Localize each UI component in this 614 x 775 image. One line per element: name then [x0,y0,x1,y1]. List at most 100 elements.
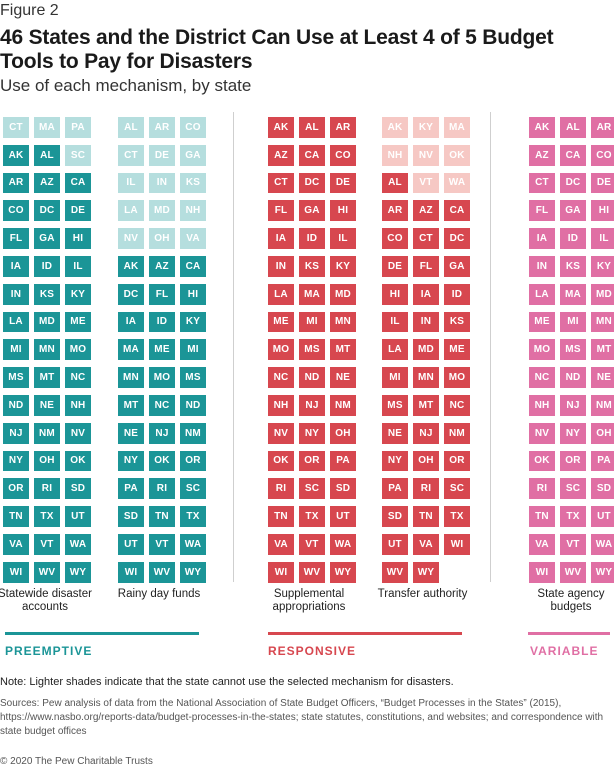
column-statewide-disaster-accounts: CT MA PA AK AL SC AR AZ CA CO DC DE FL GA HI IA ID IL IN KS… [3,117,93,583]
state-tile-tn: TN [529,506,555,527]
state-tile-wv: WV [382,561,408,583]
state-tile-sc: SC [444,478,470,500]
state-tile-al: AL [560,117,586,138]
state-tile-ok: OK [529,450,555,472]
state-tile-pa: PA [382,478,408,500]
state-tile-mn: MN [34,339,60,361]
state-tile-co: CO [382,228,408,249]
state-tile-al: AL [299,117,325,138]
state-tile-sd: SD [65,478,91,500]
state-tile-az: AZ [413,200,439,222]
state-tile-vt: VT [34,533,60,555]
state-tile-ms: MS [180,367,206,388]
state-tile-vt: VT [299,533,325,555]
state-tile-dc: DC [299,172,325,194]
state-tile-md: MD [591,283,614,305]
state-tile-nd: ND [3,394,29,416]
state-tile-ut: UT [330,506,356,527]
state-tile-ok: OK [149,450,175,472]
state-tile-wi: WI [268,561,294,583]
state-tile-nv: NV [118,228,144,249]
state-tile-in: IN [3,283,29,305]
state-tile-ny: NY [3,450,29,472]
state-tile-sc: SC [299,478,325,500]
state-tile-oh: OH [149,228,175,249]
state-tile-co: CO [3,200,29,222]
state-tile-nm: NM [180,422,206,444]
state-tile-sd: SD [591,478,614,500]
state-tile-mt: MT [118,394,144,416]
state-tile-ca: CA [180,255,206,277]
state-tile-wy: WY [591,561,614,583]
state-tile-in: IN [268,255,294,277]
state-tile-pa: PA [591,450,614,472]
state-tile-wv: WV [560,561,586,583]
state-tile-la: LA [382,339,408,361]
state-tile-tx: TX [444,506,470,527]
state-tile-ut: UT [382,533,408,555]
column-label: State agency budgets [537,588,605,613]
state-tile-ms: MS [299,339,325,361]
state-tile-mn: MN [118,367,144,388]
state-tile-nj: NJ [3,422,29,444]
state-tile-me: ME [149,339,175,361]
state-tile-ne: NE [34,394,60,416]
state-tile-ms: MS [560,339,586,361]
state-tile-me: ME [529,311,555,333]
state-tile-nh: NH [268,394,294,416]
state-tile-dc: DC [444,228,470,249]
state-tile-mn: MN [330,311,356,333]
state-tile-nc: NC [65,367,91,388]
state-tile-nj: NJ [299,394,325,416]
state-tile-vt: VT [149,533,175,555]
state-tile-ga: GA [34,228,60,249]
column-label: Statewide disaster accounts [0,588,92,613]
state-tile-mi: MI [560,311,586,333]
state-tile-mi: MI [299,311,325,333]
state-tile-la: LA [268,283,294,305]
state-tile-il: IL [330,228,356,249]
state-tile-la: LA [529,283,555,305]
state-tile-mo: MO [529,339,555,361]
state-tile-oh: OH [34,450,60,472]
state-tile-vt: VT [413,172,439,194]
state-tile-mo: MO [268,339,294,361]
state-tile-ri: RI [34,478,60,500]
state-tile-ut: UT [591,506,614,527]
state-tile-ny: NY [382,450,408,472]
state-tile-nm: NM [444,422,470,444]
state-tile-tn: TN [413,506,439,527]
state-tile-ma: MA [444,117,470,138]
state-tile-hi: HI [591,200,614,222]
column-transfer-authority: AK KY MA NH NV OK AL VT WA AR AZ CA CO CT DC DE FL GA HI IA… [382,117,472,583]
state-tile-ky: KY [330,255,356,277]
state-tile-in: IN [149,172,175,194]
state-tile-md: MD [413,339,439,361]
column-label: Supplemental appropriations [272,588,346,613]
state-tile-ks: KS [299,255,325,277]
note: Note: Lighter shades indicate that the s… [0,676,454,688]
state-tile-or: OR [560,450,586,472]
column-rainy-day-funds: AL AR CO CT DE GA IL IN KS LA MD NH NV OH VA AK AZ CA DC FL… [118,117,208,583]
state-tile-ok: OK [268,450,294,472]
state-tile-ar: AR [382,200,408,222]
state-tile-wa: WA [330,533,356,555]
state-tile-nd: ND [299,367,325,388]
tile-grid: AL AR CO CT DE GA IL IN KS LA MD NH NV OH VA AK AZ CA DC FL… [118,117,208,583]
state-tile-de: DE [149,144,175,166]
state-tile-ny: NY [299,422,325,444]
state-tile-ks: KS [560,255,586,277]
state-tile-la: LA [118,200,144,222]
state-tile-il: IL [382,311,408,333]
state-tile-az: AZ [268,144,294,166]
state-tile-wa: WA [180,533,206,555]
group-label-variable: VARIABLE [530,644,599,658]
column-divider [233,112,234,582]
state-tile-pa: PA [118,478,144,500]
column-label: Rainy day funds [117,588,201,600]
state-tile-id: ID [444,283,470,305]
state-tile-ma: MA [560,283,586,305]
state-tile-nm: NM [34,422,60,444]
state-tile-tx: TX [180,506,206,527]
state-tile-wy: WY [65,561,91,583]
